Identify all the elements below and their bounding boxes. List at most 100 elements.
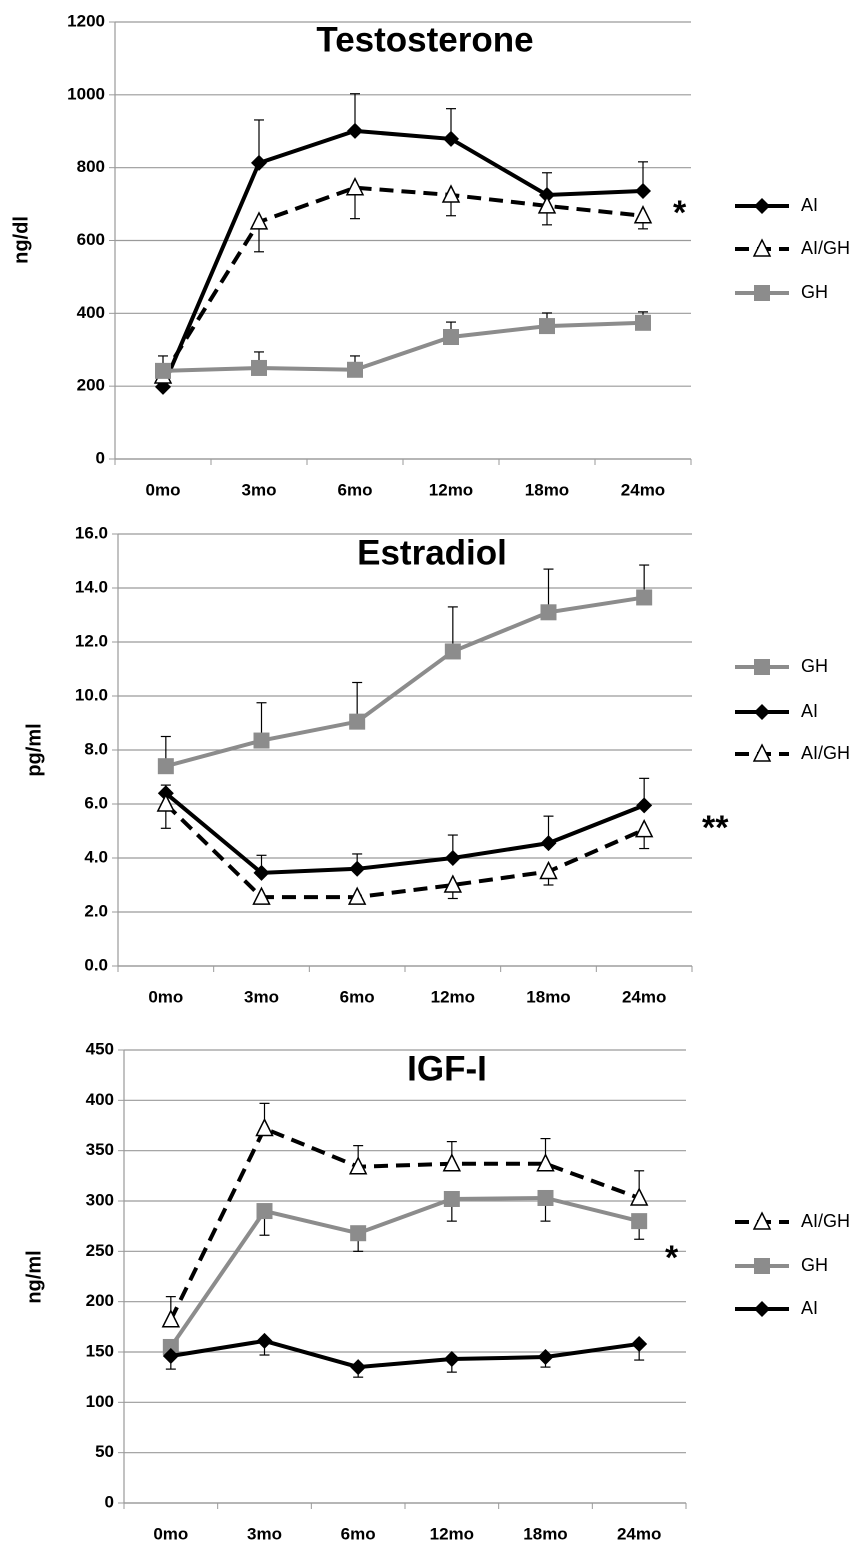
y-tick-label: 8.0 xyxy=(84,739,108,758)
marker xyxy=(539,318,555,335)
y-tick-label: 200 xyxy=(86,1291,114,1310)
marker xyxy=(249,211,269,230)
series-line xyxy=(161,128,644,388)
marker xyxy=(752,238,772,257)
marker xyxy=(636,589,653,606)
legend-label: AI/GH xyxy=(801,1211,850,1231)
y-tick-label: 0 xyxy=(96,448,105,467)
marker xyxy=(253,864,270,881)
y-tick-label: 200 xyxy=(77,376,105,395)
legend-label: AI/GH xyxy=(801,743,850,763)
y-tick-label: 10.0 xyxy=(75,685,108,704)
y-tick-label: 0.0 xyxy=(84,955,108,974)
marker xyxy=(536,1153,555,1172)
y-axis-label: ng/ml xyxy=(23,1250,45,1303)
series: GH xyxy=(162,1189,828,1355)
marker xyxy=(635,314,651,331)
x-tick-label: 18mo xyxy=(526,987,570,1006)
marker xyxy=(443,1351,460,1368)
marker xyxy=(537,195,557,214)
series: AI/GH xyxy=(156,743,850,905)
marker xyxy=(348,1156,368,1175)
marker xyxy=(350,1359,367,1376)
y-tick-label: 2.0 xyxy=(84,901,108,920)
series: GH xyxy=(157,589,828,775)
x-tick-label: 6mo xyxy=(338,480,373,499)
marker xyxy=(752,743,772,762)
marker xyxy=(631,1213,648,1230)
series-line xyxy=(170,1338,640,1370)
marker xyxy=(252,886,271,905)
marker xyxy=(347,122,363,139)
chart-title: Testosterone xyxy=(316,20,533,59)
series-line xyxy=(169,1195,640,1349)
marker xyxy=(754,1258,770,1274)
series-line xyxy=(169,1125,640,1321)
series: AI/GH xyxy=(153,177,850,384)
y-tick-label: 50 xyxy=(95,1442,114,1461)
marker xyxy=(155,362,171,379)
annotation: ** xyxy=(702,809,729,847)
series xyxy=(165,1102,645,1320)
marker xyxy=(443,1190,460,1207)
marker xyxy=(253,732,270,749)
x-tick-label: 12mo xyxy=(430,1524,474,1543)
y-tick-label: 1200 xyxy=(67,11,105,30)
series: GH xyxy=(155,282,828,379)
marker xyxy=(349,860,366,877)
marker xyxy=(350,1225,367,1242)
x-tick-label: 18mo xyxy=(523,1524,567,1543)
series: AI xyxy=(155,122,818,395)
marker xyxy=(347,361,363,378)
x-tick-label: 18mo xyxy=(525,480,569,499)
series xyxy=(165,1197,645,1358)
series xyxy=(158,311,648,371)
legend-label: AI xyxy=(801,701,818,721)
y-tick-label: 800 xyxy=(77,157,105,176)
legend-label: GH xyxy=(801,656,828,676)
y-tick-label: 14.0 xyxy=(75,577,108,596)
y-tick-label: 16.0 xyxy=(75,523,108,542)
marker xyxy=(629,1187,649,1206)
marker xyxy=(539,186,555,203)
marker xyxy=(754,285,770,301)
series xyxy=(158,187,648,381)
y-axis-label: ng/dl xyxy=(10,216,32,264)
y-tick-label: 400 xyxy=(86,1090,114,1109)
marker xyxy=(349,713,366,730)
marker xyxy=(256,1203,273,1220)
chart-title: Estradiol xyxy=(357,533,507,572)
x-tick-label: 6mo xyxy=(340,987,375,1006)
marker xyxy=(347,886,367,905)
legend-label: AI/GH xyxy=(801,238,850,258)
legend-label: AI xyxy=(801,195,818,215)
series-line xyxy=(164,802,645,900)
chart-title: IGF-I xyxy=(407,1049,487,1088)
series-line xyxy=(162,320,644,373)
x-tick-label: 0mo xyxy=(153,1524,188,1543)
marker xyxy=(754,704,770,720)
y-tick-label: 12.0 xyxy=(75,631,108,650)
marker xyxy=(539,860,558,880)
marker xyxy=(256,1332,273,1349)
series xyxy=(160,564,650,767)
x-tick-label: 12mo xyxy=(429,480,473,499)
x-tick-label: 0mo xyxy=(148,987,183,1006)
marker xyxy=(443,130,459,147)
marker xyxy=(754,198,770,214)
y-tick-label: 4.0 xyxy=(84,847,108,866)
y-tick-label: 400 xyxy=(77,303,105,322)
marker xyxy=(537,1349,554,1366)
marker xyxy=(634,818,654,838)
y-axis-label: pg/ml xyxy=(23,723,45,776)
marker xyxy=(345,177,365,196)
y-tick-label: 250 xyxy=(86,1241,114,1260)
marker xyxy=(442,1153,462,1172)
y-tick-label: 0 xyxy=(105,1492,114,1511)
series xyxy=(160,804,650,904)
marker xyxy=(161,1309,181,1328)
marker xyxy=(443,329,459,346)
series-line xyxy=(161,185,644,378)
x-tick-label: 3mo xyxy=(247,1524,282,1543)
